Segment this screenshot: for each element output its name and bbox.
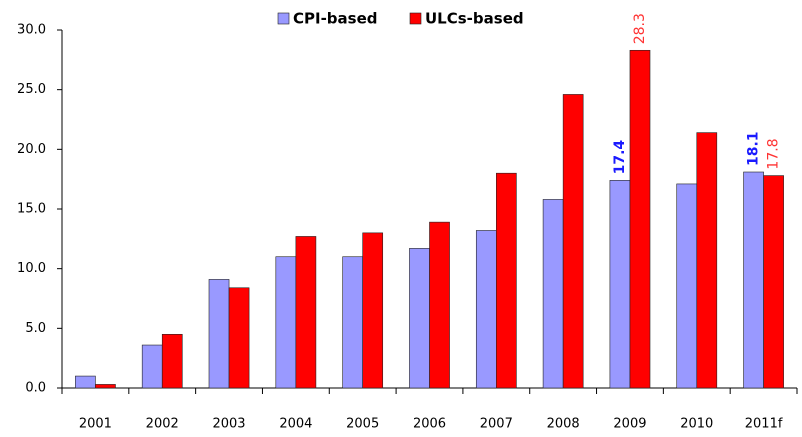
x-tick-label: 2006 [413, 417, 446, 432]
bar [141, 344, 163, 389]
bar [496, 172, 517, 389]
x-tick-label: 2002 [146, 417, 179, 432]
bar [228, 287, 250, 389]
x-tick-label: 2004 [279, 417, 312, 432]
bar [161, 333, 183, 389]
x-tick-label: 2003 [212, 417, 245, 432]
bar [429, 221, 450, 389]
bar [763, 175, 784, 389]
x-tick-label: 2007 [480, 417, 513, 432]
bar [475, 230, 497, 389]
bar [409, 248, 430, 389]
x-tick-label: 2005 [346, 417, 379, 432]
legend-swatch [277, 12, 290, 25]
value-label: 18.1 [746, 131, 762, 166]
bar [75, 375, 96, 389]
bar [95, 384, 116, 389]
bar [676, 183, 698, 389]
y-tick-label: 25.0 [17, 82, 46, 97]
x-tick-label: 2011f [745, 417, 783, 432]
bar [562, 94, 584, 389]
bar [743, 171, 764, 389]
y-tick-label: 10.0 [17, 261, 46, 276]
x-tick-label: 2010 [680, 417, 713, 432]
legend-text: CPI-based [293, 10, 378, 28]
y-tick-label: 5.0 [25, 321, 46, 336]
bar [208, 279, 230, 389]
y-tick-label: 20.0 [17, 142, 46, 157]
bar [295, 236, 317, 389]
y-tick-label: 0.0 [25, 381, 46, 396]
bar [629, 49, 651, 389]
value-label: 17.4 [612, 140, 628, 175]
bar [342, 256, 363, 389]
x-tick-label: 2009 [613, 417, 646, 432]
value-label: 17.8 [766, 138, 782, 169]
x-tick-label: 2001 [79, 417, 112, 432]
legend-text: ULCs-based [425, 10, 524, 28]
value-label: 28.3 [632, 13, 648, 44]
bar [696, 132, 718, 389]
x-tick-label: 2008 [547, 417, 580, 432]
bar [275, 256, 297, 389]
bar [362, 232, 384, 389]
y-tick-label: 15.0 [17, 202, 46, 217]
legend-swatch [409, 12, 422, 25]
bar [542, 199, 564, 389]
bar [609, 180, 631, 389]
y-tick-label: 30.0 [17, 23, 46, 38]
